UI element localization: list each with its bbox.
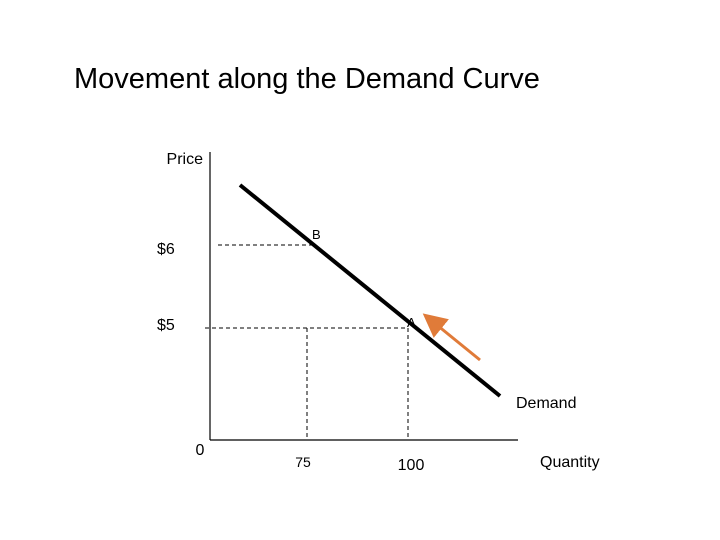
price-label: $5: [157, 317, 175, 334]
y-axis-label: Price: [167, 151, 204, 168]
point-label: B: [312, 227, 321, 242]
point-label: A: [407, 315, 416, 330]
quantity-label: 75: [295, 454, 311, 470]
title: Movement along the Demand Curve: [74, 63, 540, 95]
demand-curve: [238, 183, 502, 398]
quantity-label: 0: [196, 442, 205, 459]
curve-label: Demand: [516, 395, 576, 412]
price-label: $6: [157, 241, 175, 258]
movement-arrow: [422, 313, 481, 362]
x-axis-label: Quantity: [540, 454, 600, 471]
quantity-label: 100: [398, 457, 425, 474]
